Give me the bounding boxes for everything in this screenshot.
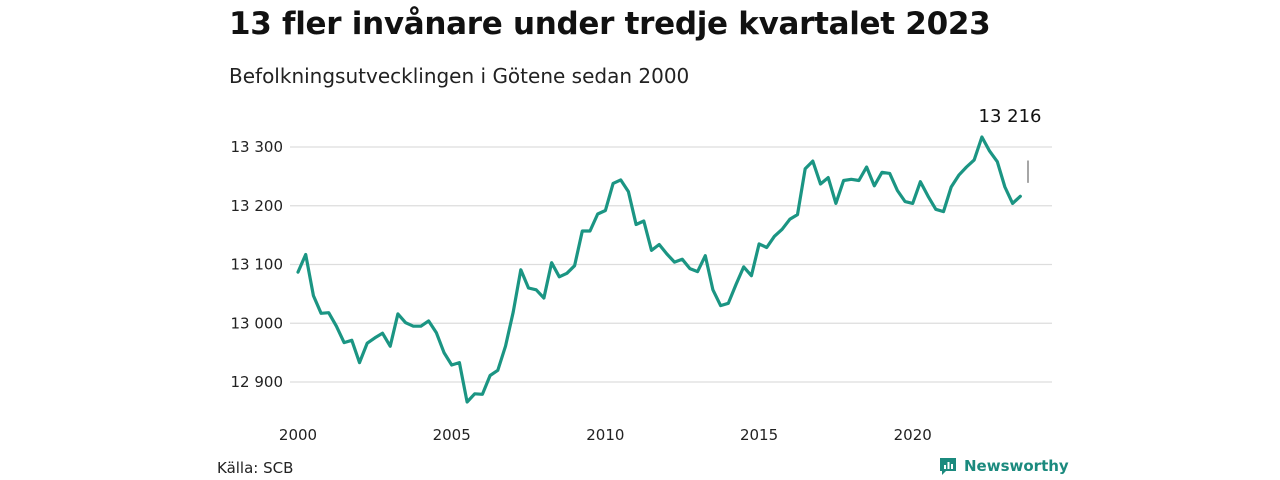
chart-title: 13 fler invånare under tredje kvartalet …	[229, 6, 991, 42]
chart-subtitle: Befolkningsutvecklingen i Götene sedan 2…	[229, 64, 690, 88]
brand-name: Newsworthy	[964, 457, 1069, 475]
y-tick-label: 13 100	[231, 256, 284, 274]
grid-lines	[290, 146, 1052, 383]
last-value-label: 13 216	[979, 106, 1042, 127]
x-tick-label: 2010	[586, 426, 624, 444]
newsworthy-logo-icon	[940, 458, 956, 475]
x-tick-label: 2005	[433, 426, 471, 444]
y-tick-label: 13 200	[231, 197, 284, 215]
x-axis-ticks: 2000 2005 2010 2015 2020	[279, 426, 932, 444]
population-series-line	[296, 135, 1022, 404]
y-tick-label: 13 000	[231, 314, 284, 332]
source-note: Källa: SCB	[217, 459, 294, 477]
y-tick-label: 13 300	[231, 138, 284, 156]
x-tick-label: 2015	[740, 426, 778, 444]
x-tick-label: 2020	[894, 426, 932, 444]
y-tick-label: 12 900	[231, 373, 284, 391]
y-axis-ticks: 12 900 13 000 13 100 13 200 13 300	[231, 138, 284, 391]
x-tick-label: 2000	[279, 426, 317, 444]
newsworthy-logo: Newsworthy	[938, 456, 1069, 476]
